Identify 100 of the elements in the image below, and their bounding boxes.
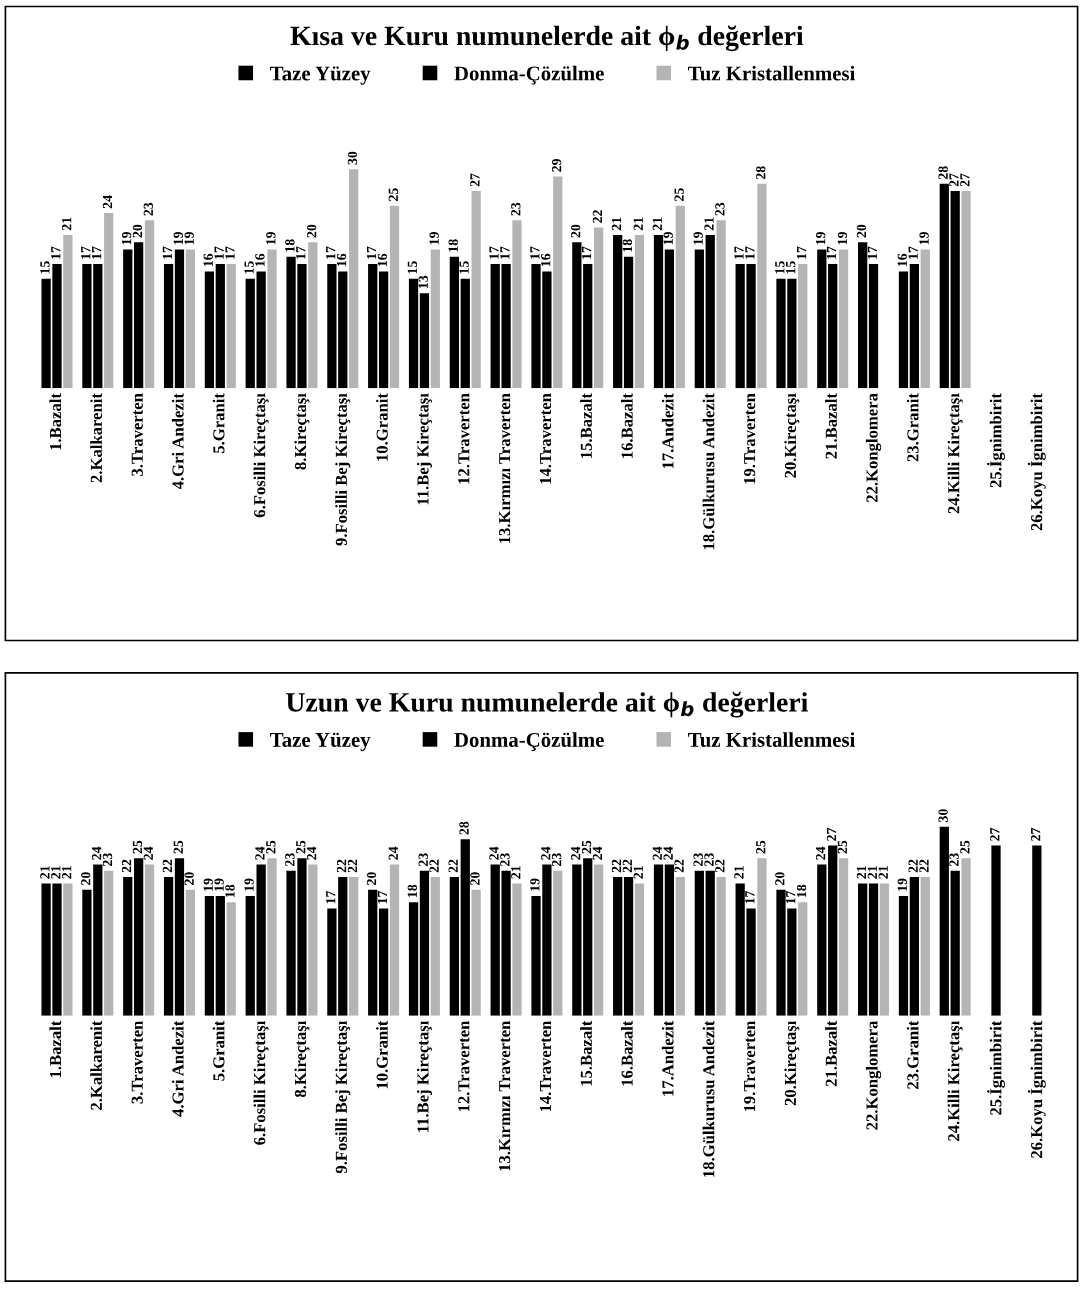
bar [104, 870, 114, 1016]
data-label: 19 [530, 878, 540, 891]
data-label: 24 [143, 846, 153, 860]
data-label: 24 [815, 846, 826, 860]
data-label: 24 [663, 846, 673, 860]
data-label: 15 [459, 261, 469, 274]
bar [226, 902, 236, 1016]
data-label: 27 [826, 827, 837, 841]
data-label: 20 [856, 224, 867, 238]
x-tick-label: 5.Granit [212, 1020, 225, 1081]
x-tick-label: 25.İgnimbirit [987, 1020, 1005, 1115]
data-label: 19 [203, 878, 213, 891]
data-label: 18 [225, 884, 235, 898]
data-label: 21 [511, 866, 521, 879]
data-label: 18 [622, 239, 633, 252]
data-label: 25 [388, 188, 398, 201]
bar [694, 249, 704, 389]
bar [950, 870, 960, 1016]
data-label: 17 [51, 246, 61, 259]
data-label: 25 [173, 840, 183, 854]
bar [123, 877, 133, 1016]
bar [449, 877, 459, 1016]
bar [939, 183, 949, 389]
data-label: 17 [296, 246, 306, 259]
bar [408, 902, 419, 1016]
bar [267, 858, 277, 1016]
x-tick-label: 19.Traverten [744, 1020, 756, 1112]
x-tick-label: 21.Bazalt [825, 1020, 837, 1087]
data-label: 19 [244, 878, 254, 891]
data-label: 25 [837, 840, 848, 854]
x-tick-label: 1.Bazalt [49, 1020, 62, 1078]
bar [653, 234, 664, 389]
x-tick-label: 22.Konglomera [865, 1020, 882, 1130]
bar [858, 242, 868, 389]
data-label: 17 [581, 246, 592, 259]
bar [512, 220, 522, 389]
bar [583, 264, 593, 389]
bar [553, 870, 563, 1016]
bar [920, 877, 930, 1016]
data-label: 20 [470, 872, 480, 885]
data-label: 18 [448, 239, 458, 252]
bar [898, 271, 909, 389]
data-label: 30 [938, 809, 948, 822]
x-tick-label: 2.Kalkarenit [90, 1020, 103, 1110]
data-label: 29 [551, 158, 562, 172]
x-tick-label: 26.Koyu İgnimbirit [1027, 393, 1046, 531]
data-label: 19 [173, 231, 183, 245]
bar [817, 864, 827, 1016]
data-label: 15 [244, 261, 254, 274]
bar [123, 249, 133, 389]
data-label: 21 [704, 217, 714, 231]
data-label: 19 [214, 878, 224, 891]
data-label: 17 [489, 246, 499, 259]
data-label: 24 [541, 846, 551, 860]
bar [757, 858, 767, 1016]
x-tick-label: 13.Kırmızı Traverten [499, 393, 511, 543]
data-label: 19 [429, 231, 439, 245]
x-tick-label: 12.Traverten [458, 393, 470, 484]
x-tick-label: 14.Traverten [539, 393, 552, 484]
bar [634, 234, 645, 389]
x-tick-label: 25.İgnimbirit [987, 393, 1005, 488]
bar [460, 278, 470, 389]
data-label: 22 [919, 859, 929, 873]
x-tick-label: 11.Bej Kireçtaşı [416, 393, 432, 505]
data-label: 19 [815, 231, 826, 245]
data-label: 17 [162, 246, 172, 259]
legend-label: Taze Yüzey [270, 66, 371, 85]
data-label: 19 [121, 231, 132, 245]
bar [828, 264, 838, 389]
data-label: 21 [734, 866, 744, 879]
x-tick-label: 17.Andezit [661, 1020, 674, 1096]
data-label: 20 [775, 872, 785, 885]
data-label: 21 [633, 217, 643, 231]
data-label: 17 [826, 246, 837, 259]
data-label: 27 [960, 173, 970, 187]
x-tick-label: 10.Granit [376, 393, 388, 461]
data-label: 25 [266, 840, 276, 854]
data-label: 22 [715, 859, 725, 873]
data-label: 20 [81, 872, 91, 885]
data-label: 22 [162, 859, 172, 873]
data-label: 23 [500, 853, 510, 867]
data-label: 17 [91, 246, 102, 259]
x-tick-label: 20.Kireçtaşı [784, 1020, 800, 1106]
bar [174, 249, 185, 389]
legend-label: Donma-Çözülme [454, 732, 604, 751]
data-label: 15 [40, 261, 50, 274]
data-label: 17 [530, 246, 540, 259]
x-tick-label: 22.Konglomera [865, 393, 882, 503]
data-label: 17 [796, 246, 807, 259]
x-tick-label: 6.Fosilli Kireçtaşı [253, 393, 269, 518]
bar [389, 864, 400, 1016]
bar [1032, 845, 1042, 1016]
bar [378, 908, 389, 1016]
x-tick-label: 10.Granit [376, 1020, 388, 1089]
bar [572, 864, 582, 1016]
bar [634, 883, 645, 1016]
data-label: 17 [214, 246, 224, 259]
x-tick-label: 23.Granit [906, 393, 919, 462]
x-tick-label: 18.Gülkurusu Andezit [702, 1020, 715, 1177]
x-tick-label: 26.Koyu İgnimbirit [1027, 1020, 1046, 1158]
